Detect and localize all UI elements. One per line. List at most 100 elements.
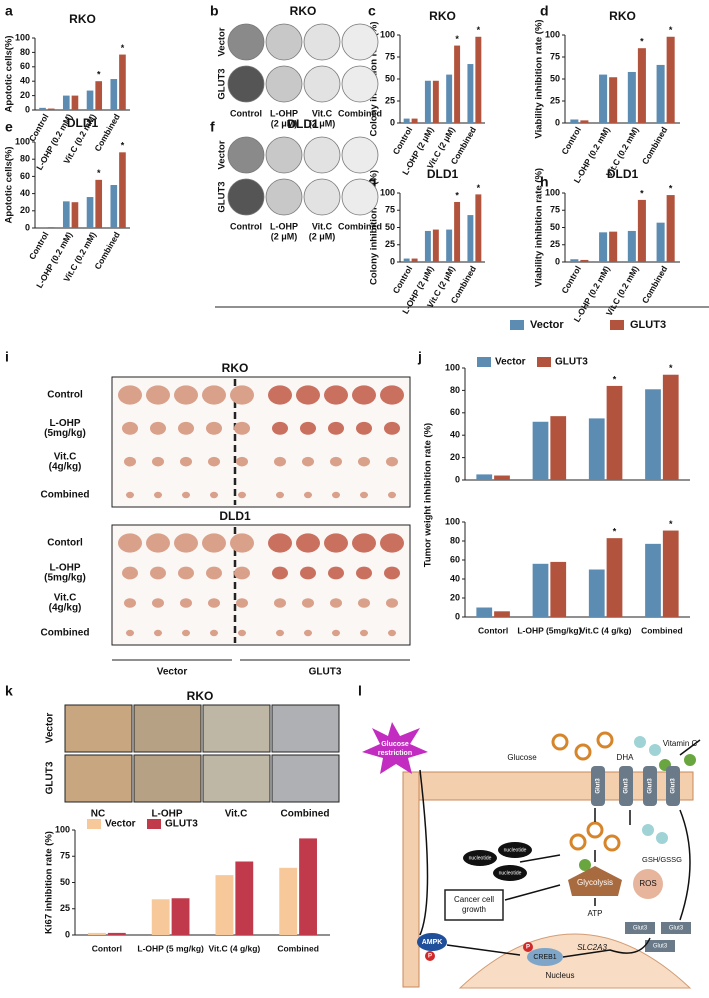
- significance: *: [121, 43, 125, 53]
- arrow: [419, 769, 429, 936]
- tumor: [238, 629, 246, 637]
- bar: [475, 194, 482, 262]
- panel-letter: h: [540, 174, 549, 190]
- y-tick-label: 60: [450, 407, 460, 417]
- x-tick-label: L-OHP (5 mg/kg): [137, 943, 204, 953]
- x-tick-label: Combined: [641, 625, 683, 635]
- y-tick-label: 0: [455, 611, 460, 621]
- y-tick-label: 25: [385, 95, 395, 105]
- significance: *: [97, 70, 101, 80]
- tumor: [230, 385, 254, 405]
- glucose-molecule: [586, 821, 604, 839]
- panel-letter: l: [358, 683, 362, 699]
- bar: [39, 107, 46, 110]
- tumor: [234, 421, 250, 435]
- legend-label: Vector: [530, 319, 564, 331]
- tumor: [118, 533, 142, 553]
- ihc-image: [202, 754, 271, 803]
- y-tick-label: 80: [450, 535, 460, 545]
- tumor: [180, 598, 192, 608]
- tumor: [210, 491, 218, 499]
- legend-swatch: [537, 357, 551, 367]
- y-tick-label: 0: [390, 256, 395, 266]
- row-label: (4g/kg): [49, 603, 82, 614]
- chart-title: DLD1: [67, 116, 99, 130]
- tumor: [150, 566, 166, 580]
- column-label: L-OHP: [270, 221, 298, 231]
- bar: [580, 120, 589, 123]
- y-tick-label: 25: [550, 239, 560, 249]
- panel-letter: c: [368, 3, 376, 19]
- tumor: [230, 533, 254, 553]
- panel-letter: k: [5, 683, 13, 699]
- glucose-molecule: [574, 743, 592, 761]
- tumor: [126, 629, 134, 637]
- colony-well: [303, 136, 341, 174]
- bar: [570, 119, 579, 123]
- bar: [467, 64, 474, 123]
- significance: *: [613, 374, 617, 384]
- bar: [446, 74, 453, 123]
- bar: [86, 90, 94, 110]
- significance: *: [455, 190, 459, 200]
- tumor: [208, 456, 220, 467]
- vitc-molecule: [579, 859, 591, 871]
- legend-swatch: [610, 320, 624, 330]
- bar: [62, 201, 70, 228]
- tumor: [208, 598, 220, 608]
- tumor: [328, 421, 344, 435]
- column-label: L-OHP: [270, 108, 298, 118]
- y-tick-label: 40: [20, 76, 30, 86]
- tumor: [272, 421, 288, 435]
- arrow: [679, 809, 691, 921]
- y-axis-label: Apototic cells(%): [4, 35, 15, 112]
- row-label: Vit.C: [54, 451, 77, 462]
- diagram-label: nucleotide: [504, 847, 527, 853]
- bar: [47, 227, 55, 228]
- bar: [656, 222, 665, 262]
- ihc-image: [64, 704, 133, 753]
- column-label: (2 μM): [271, 118, 298, 128]
- bar: [475, 36, 482, 124]
- tumor: [302, 456, 314, 467]
- tumor: [276, 629, 284, 637]
- glucose-molecule: [603, 834, 621, 852]
- dha-molecule: [634, 736, 646, 748]
- tumor: [124, 456, 136, 467]
- bar: [454, 45, 461, 124]
- panel-title: RKO: [290, 4, 317, 18]
- transporter-label: Glut3: [596, 778, 602, 794]
- panel-letter: a: [5, 3, 13, 19]
- tumor: [202, 385, 226, 405]
- diagram-label: Glut3: [653, 944, 668, 950]
- bar: [606, 538, 623, 617]
- panel-letter: j: [417, 349, 422, 365]
- bar: [86, 197, 94, 228]
- tumor: [386, 456, 398, 467]
- tumor: [174, 385, 198, 405]
- bar: [588, 569, 605, 617]
- y-tick-label: 75: [60, 851, 70, 861]
- ihc-image: [133, 754, 202, 803]
- chart-title: RKO: [609, 9, 636, 23]
- y-tick-label: 0: [555, 117, 560, 127]
- tumor: [236, 456, 248, 467]
- tumor: [146, 533, 170, 553]
- colony-well: [227, 178, 265, 216]
- x-tick-label: Contorl: [92, 943, 122, 953]
- panel-letter: i: [5, 349, 9, 365]
- legend-swatch: [147, 819, 161, 829]
- tumor: [330, 598, 342, 608]
- tumor: [330, 456, 342, 467]
- y-tick-label: 75: [550, 205, 560, 215]
- panel-letter: f: [210, 119, 215, 135]
- significance: *: [669, 363, 673, 373]
- y-tick-label: 60: [20, 61, 30, 71]
- diagram-label: GSH/GSSG: [642, 855, 682, 864]
- colony-well: [265, 65, 303, 103]
- bar: [299, 838, 317, 935]
- y-tick-label: 0: [555, 256, 560, 266]
- y-tick-label: 25: [550, 95, 560, 105]
- ihc-image: [202, 704, 271, 753]
